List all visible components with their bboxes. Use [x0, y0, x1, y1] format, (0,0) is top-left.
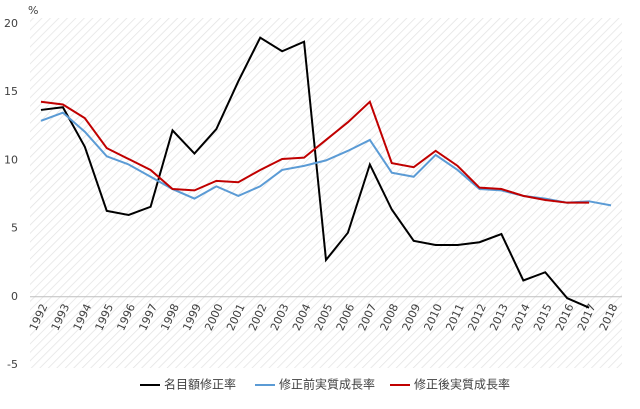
- y-tick-label: 5: [11, 222, 18, 235]
- plot-area: [30, 18, 622, 368]
- y-tick-label: 0: [11, 290, 18, 303]
- series-line: [40, 36, 590, 309]
- legend-label: 名目額修正率: [164, 377, 236, 392]
- series-line: [40, 99, 590, 204]
- y-unit: %: [28, 4, 38, 17]
- y-tick-label: 15: [4, 85, 18, 98]
- legend-label: 修正後実質成長率: [414, 377, 510, 392]
- legend-label: 修正前実質成長率: [279, 377, 375, 392]
- y-tick-label: -5: [7, 358, 18, 371]
- y-tick-label: 20: [4, 17, 18, 30]
- y-tick-label: 10: [4, 153, 18, 166]
